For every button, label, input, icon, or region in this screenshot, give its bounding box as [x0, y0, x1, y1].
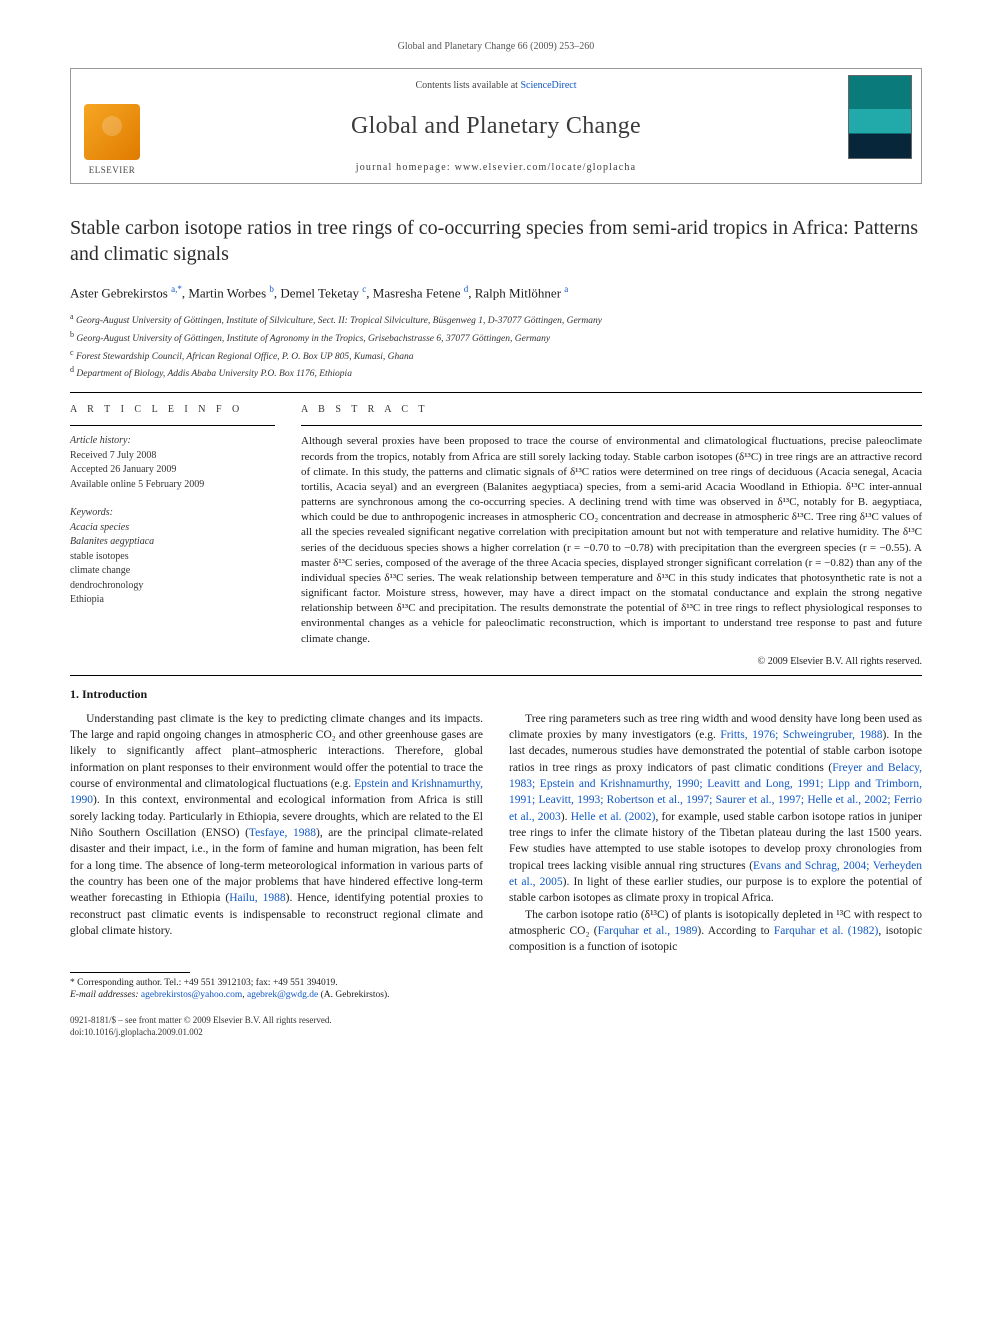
affiliation-line: b Georg-August University of Göttingen, … [70, 329, 922, 347]
ref-link[interactable]: Farquhar et al. (1982) [774, 925, 879, 937]
intro-para-2: Tree ring parameters such as tree ring w… [509, 711, 922, 907]
history-label: Article history: [70, 434, 275, 449]
rule-abs [301, 425, 922, 426]
ref-link[interactable]: Hailu, 1988 [229, 892, 285, 904]
keywords-label: Keywords: [70, 506, 275, 521]
keyword: Acacia species [70, 521, 275, 536]
email-line: E-mail addresses: agebrekirstos@yahoo.co… [70, 989, 922, 1002]
ref-link[interactable]: Tesfaye, 1988 [249, 827, 316, 839]
intro-para-3: The carbon isotope ratio (δ¹³C) of plant… [509, 907, 922, 956]
abstract-text: Although several proxies have been propo… [301, 434, 922, 646]
running-header: Global and Planetary Change 66 (2009) 25… [70, 40, 922, 54]
article-info-column: A R T I C L E I N F O Article history: R… [70, 403, 275, 668]
keywords-block: Keywords: Acacia speciesBalanites aegypt… [70, 506, 275, 608]
homepage-url: www.elsevier.com/locate/gloplacha [455, 162, 637, 173]
email-link[interactable]: agebrek@gwdg.de [247, 990, 318, 1000]
affiliation-line: d Department of Biology, Addis Ababa Uni… [70, 364, 922, 382]
affiliation-line: a Georg-August University of Göttingen, … [70, 311, 922, 329]
doi-line: doi:10.1016/j.gloplacha.2009.01.002 [70, 1026, 922, 1038]
journal-name: Global and Planetary Change [161, 110, 831, 144]
history-accepted: Accepted 26 January 2009 [70, 463, 275, 478]
journal-homepage-line: journal homepage: www.elsevier.com/locat… [161, 161, 831, 175]
abstract-copyright: © 2009 Elsevier B.V. All rights reserved… [301, 655, 922, 669]
p2-text-e: ). In light of these earlier studies, ou… [509, 876, 922, 904]
p2-text-c: ). [561, 811, 571, 823]
footnote-separator [70, 972, 190, 973]
contents-prefix: Contents lists available at [415, 80, 520, 91]
rule-top [70, 392, 922, 393]
keyword: stable isotopes [70, 550, 275, 565]
emails-label: E-mail addresses: [70, 990, 141, 1000]
article-info-header: A R T I C L E I N F O [70, 403, 275, 417]
banner-center: Contents lists available at ScienceDirec… [153, 69, 839, 183]
section-1-heading: 1. Introduction [70, 686, 922, 703]
abstract-header: A B S T R A C T [301, 403, 922, 417]
ref-link[interactable]: Farquhar et al., 1989 [598, 925, 698, 937]
ref-link[interactable]: Fritts, 1976; Schweingruber, 1988 [720, 729, 882, 741]
body-two-column: Understanding past climate is the key to… [70, 711, 922, 956]
author-list: Aster Gebrekirstos a,*, Martin Worbes b,… [70, 283, 922, 303]
info-abstract-row: A R T I C L E I N F O Article history: R… [70, 403, 922, 668]
email-tail: (A. Gebrekirstos). [318, 990, 389, 1000]
keyword: dendrochronology [70, 579, 275, 594]
article-title: Stable carbon isotope ratios in tree rin… [70, 216, 922, 267]
keyword: climate change [70, 564, 275, 579]
keyword: Balanites aegyptiaca [70, 535, 275, 550]
homepage-prefix: journal homepage: [356, 162, 455, 173]
ref-link[interactable]: Helle et al. (2002) [571, 811, 656, 823]
publisher-label: ELSEVIER [89, 164, 136, 177]
front-matter-line: 0921-8181/$ – see front matter © 2009 El… [70, 1014, 922, 1038]
cover-thumb-block [839, 69, 921, 183]
abstract-column: A B S T R A C T Although several proxies… [301, 403, 922, 668]
publisher-logo-block: ELSEVIER [71, 69, 153, 183]
rule-bottom [70, 675, 922, 676]
affiliations: a Georg-August University of Göttingen, … [70, 311, 922, 383]
journal-banner: ELSEVIER Contents lists available at Sci… [70, 68, 922, 184]
issn-copyright: 0921-8181/$ – see front matter © 2009 El… [70, 1014, 922, 1026]
journal-cover-icon [848, 75, 912, 159]
intro-para-1: Understanding past climate is the key to… [70, 711, 483, 940]
elsevier-tree-icon [84, 104, 140, 160]
keyword: Ethiopia [70, 593, 275, 608]
corresponding-author: * Corresponding author. Tel.: +49 551 39… [70, 977, 922, 990]
p3-text-b: ). According to [697, 925, 773, 937]
sciencedirect-link[interactable]: ScienceDirect [520, 80, 576, 91]
article-history: Article history: Received 7 July 2008 Ac… [70, 434, 275, 492]
contents-available-line: Contents lists available at ScienceDirec… [161, 79, 831, 93]
footnotes: * Corresponding author. Tel.: +49 551 39… [70, 977, 922, 1003]
history-online: Available online 5 February 2009 [70, 478, 275, 493]
affiliation-line: c Forest Stewardship Council, African Re… [70, 347, 922, 365]
keywords-list: Acacia speciesBalanites aegyptiacastable… [70, 521, 275, 608]
email-link[interactable]: agebrekirstos@yahoo.com [141, 990, 242, 1000]
history-received: Received 7 July 2008 [70, 449, 275, 464]
rule-meta [70, 425, 275, 426]
